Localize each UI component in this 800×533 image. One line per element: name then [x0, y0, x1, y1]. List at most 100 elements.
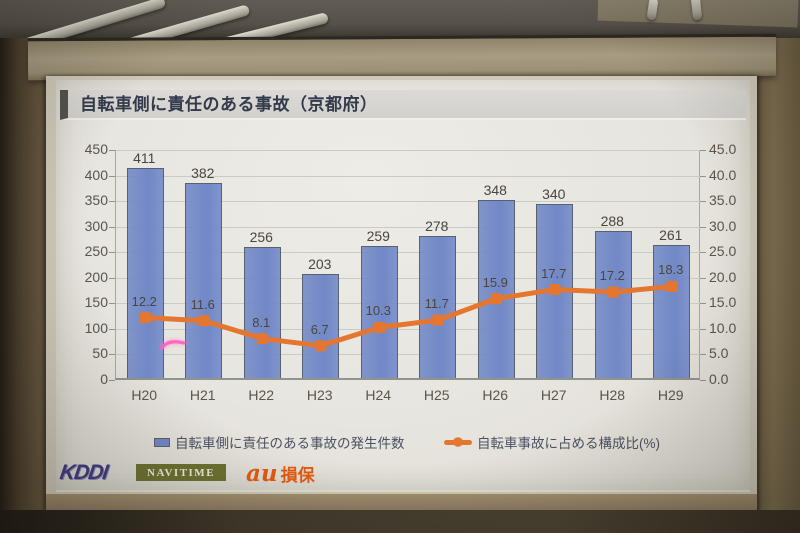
- bar-value-label: 256: [249, 229, 273, 245]
- line-marker-icon: [315, 340, 327, 352]
- y-axis-tick-right: 0.0: [709, 371, 729, 387]
- axis-tickmark: [109, 303, 115, 304]
- trend-line: [139, 281, 678, 352]
- x-axis-label: H24: [365, 387, 392, 403]
- y-axis-tick-right: 5.0: [709, 345, 729, 361]
- line-point-label: 8.1: [252, 314, 271, 330]
- axis-tickmark: [700, 252, 706, 253]
- slide-title-bar: 自転車側に責任のある事故（京都府）: [60, 90, 746, 120]
- bar: [477, 200, 515, 378]
- axis-tickmark: [109, 252, 115, 253]
- axis-tickmark: [700, 227, 706, 228]
- projection-screen: 自転車側に責任のある事故（京都府） 450 45.0 400 40.0 350 35.0 3…: [46, 76, 757, 512]
- bar: [653, 245, 691, 378]
- y-axis-tick-left: 400: [84, 167, 108, 183]
- line-marker-icon: [256, 333, 268, 345]
- bottom-shadow: [0, 510, 800, 533]
- bar-value-label: 259: [366, 228, 390, 244]
- line-point-label: 11.6: [190, 296, 215, 312]
- chart: 450 45.0 400 40.0 350 35.0 300 30.0 250 25.0 200 20…: [56, 124, 750, 424]
- line-point-label: 17.2: [599, 268, 625, 284]
- line-marker-icon: [666, 281, 678, 292]
- gridline: [116, 354, 701, 355]
- bar-value-label: 348: [483, 182, 507, 198]
- bar: [594, 231, 632, 378]
- plot-area: [115, 150, 701, 380]
- chart-legend: 自転車側に責任のある事故の発生件数 自転車事故に占める構成比(%): [56, 432, 750, 452]
- bar-value-label: 261: [659, 227, 683, 243]
- bar-value-label: 411: [133, 150, 156, 166]
- axis-tickmark: [700, 201, 706, 202]
- axis-tickmark: [700, 278, 706, 279]
- bar-value-label: 278: [425, 218, 449, 234]
- axis-tickmark: [700, 303, 706, 304]
- logo-row: KDDI NAVITIME au 損保: [58, 460, 752, 487]
- bar: [126, 168, 164, 378]
- line-point-label: 10.3: [365, 303, 391, 319]
- navitime-logo: NAVITIME: [136, 464, 227, 481]
- gridline: [116, 201, 701, 202]
- slide-title: 自転車側に責任のある事故（京都府）: [80, 95, 378, 114]
- y-axis-tick-left: 100: [84, 320, 108, 336]
- line-point-label: 15.9: [482, 274, 508, 290]
- ceiling-bracket-icon: [690, 0, 703, 21]
- y-axis-tick-left: 350: [84, 192, 108, 208]
- gridline: [116, 278, 701, 279]
- y-axis-tick-left: 450: [84, 141, 108, 157]
- axis-tickmark: [109, 176, 115, 177]
- y-axis-tick-left: 250: [84, 243, 108, 259]
- y-axis-tick-right: 45.0: [709, 141, 737, 157]
- axis-tickmark: [700, 329, 706, 330]
- legend-line-label: 自転車事故に占める構成比(%): [477, 436, 660, 451]
- x-axis-label: H23: [306, 387, 333, 403]
- axis-tickmark: [700, 176, 706, 177]
- bar-value-label: 340: [542, 186, 566, 202]
- axis-tickmark: [700, 380, 706, 381]
- gridline: [116, 227, 701, 228]
- gridline: [116, 150, 701, 151]
- bar: [243, 247, 281, 378]
- x-axis-label: H28: [599, 387, 626, 403]
- y-axis-tick-left: 50: [92, 345, 108, 361]
- bar: [185, 183, 223, 378]
- bar-legend-swatch-icon: [154, 437, 170, 447]
- x-axis-label: H20: [131, 387, 158, 403]
- line-marker-icon: [373, 321, 385, 333]
- x-axis-label: H26: [482, 387, 509, 403]
- line-point-label: 6.7: [310, 321, 329, 337]
- axis-tickmark: [109, 329, 115, 330]
- bar-value-label: 288: [600, 213, 624, 229]
- axis-tickmark: [109, 201, 115, 202]
- y-axis-tick-right: 30.0: [709, 218, 737, 234]
- left-wall: [0, 38, 52, 533]
- kddi-logo: KDDI: [58, 461, 110, 484]
- y-axis-tick-left: 0: [100, 371, 108, 387]
- y-axis-tick-right: 15.0: [709, 294, 737, 310]
- axis-tickmark: [109, 380, 115, 381]
- ceiling: [0, 0, 800, 40]
- line-marker-icon: [490, 293, 502, 305]
- line-marker-icon: [432, 314, 444, 326]
- x-axis-label: H29: [657, 387, 684, 403]
- y-axis-tick-right: 40.0: [709, 167, 737, 183]
- y-axis-tick-right: 20.0: [709, 269, 737, 285]
- au-sonpo-logo: au 損保: [246, 460, 315, 487]
- legend-bar-item: 自転車側に責任のある事故の発生件数: [154, 432, 405, 452]
- gridline: [116, 176, 701, 177]
- au-logo-text: au: [246, 460, 278, 487]
- axis-tickmark: [700, 354, 706, 355]
- sonpo-logo-text: 損保: [280, 466, 315, 485]
- line-marker-icon: [198, 315, 210, 327]
- gridline: [116, 329, 701, 330]
- axis-tickmark: [109, 227, 115, 228]
- slide: 自転車側に責任のある事故（京都府） 450 45.0 400 40.0 350 35.0 3…: [56, 80, 750, 492]
- line-point-label: 17.7: [541, 265, 567, 281]
- bar: [419, 236, 457, 378]
- y-axis-tick-left: 300: [84, 218, 108, 234]
- x-axis-label: H22: [248, 387, 275, 403]
- line-legend-marker-icon: [444, 436, 472, 447]
- gridline: [116, 303, 701, 304]
- y-axis-tick-right: 35.0: [709, 192, 737, 208]
- right-wall: [752, 38, 800, 533]
